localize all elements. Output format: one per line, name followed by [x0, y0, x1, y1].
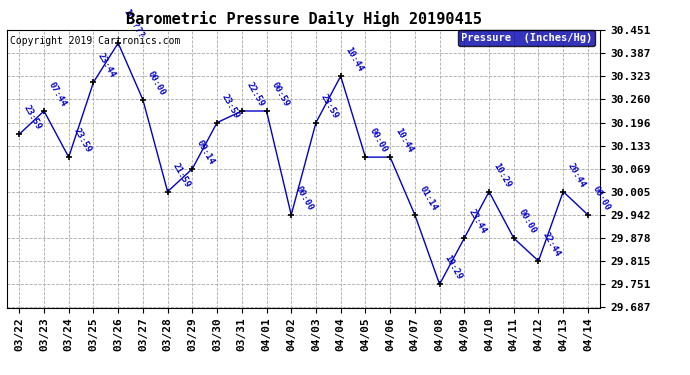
- Text: 10:44: 10:44: [393, 127, 414, 154]
- Text: 10:29: 10:29: [492, 161, 513, 189]
- Legend: Pressure  (Inches/Hg): Pressure (Inches/Hg): [457, 30, 595, 46]
- Text: 00:00: 00:00: [368, 127, 389, 154]
- Text: 22:44: 22:44: [541, 231, 562, 258]
- Text: 00:00: 00:00: [591, 184, 612, 212]
- Text: 23:59: 23:59: [22, 104, 43, 132]
- Text: 23:59: 23:59: [319, 92, 340, 120]
- Text: 07:44: 07:44: [47, 81, 68, 108]
- Text: 23:59: 23:59: [220, 92, 241, 120]
- Text: 01:14: 01:14: [417, 184, 439, 212]
- Text: 21:59: 21:59: [170, 161, 192, 189]
- Text: 00:00: 00:00: [294, 184, 315, 212]
- Text: 09:14: 09:14: [195, 138, 217, 166]
- Text: 20:44: 20:44: [566, 161, 587, 189]
- Title: Barometric Pressure Daily High 20190415: Barometric Pressure Daily High 20190415: [126, 12, 482, 27]
- Text: 23:44: 23:44: [467, 208, 489, 236]
- Text: Copyright 2019 Cartronics.com: Copyright 2019 Cartronics.com: [10, 36, 180, 45]
- Text: 23:44: 23:44: [96, 52, 117, 80]
- Text: 10:???: 10:???: [121, 8, 145, 40]
- Text: 10:44: 10:44: [344, 46, 365, 74]
- Text: 22:59: 22:59: [244, 81, 266, 108]
- Text: 00:00: 00:00: [146, 69, 167, 97]
- Text: 00:00: 00:00: [517, 208, 538, 236]
- Text: 00:59: 00:59: [269, 81, 290, 108]
- Text: 10:29: 10:29: [442, 254, 464, 282]
- Text: 23:59: 23:59: [72, 127, 92, 154]
